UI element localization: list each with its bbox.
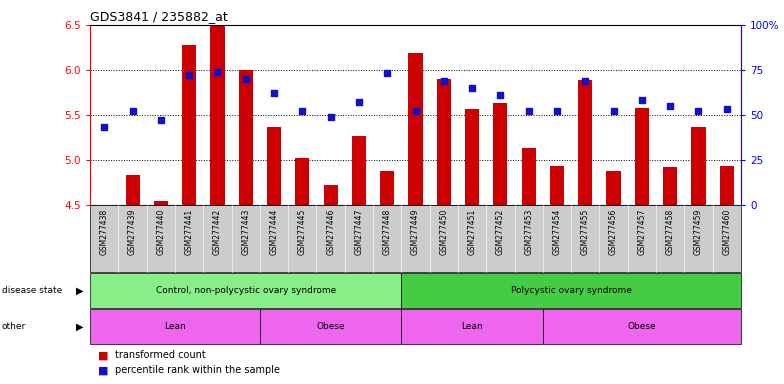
Point: [692, 108, 705, 114]
Point: [466, 85, 478, 91]
Text: ▶: ▶: [76, 286, 84, 296]
Text: GSM277446: GSM277446: [326, 209, 335, 255]
Point: [664, 103, 677, 109]
Text: Lean: Lean: [461, 322, 483, 331]
Bar: [210, 25, 224, 205]
Bar: [493, 103, 507, 205]
Text: GSM277445: GSM277445: [298, 209, 307, 255]
Text: GSM277458: GSM277458: [666, 209, 675, 255]
Bar: [635, 109, 649, 205]
Point: [183, 72, 195, 78]
Text: transformed count: transformed count: [115, 350, 206, 360]
Point: [211, 68, 223, 74]
Point: [608, 108, 620, 114]
Text: Control, non-polycystic ovary syndrome: Control, non-polycystic ovary syndrome: [156, 286, 336, 295]
Bar: [352, 136, 366, 205]
Point: [98, 124, 111, 131]
Text: ■: ■: [98, 366, 108, 376]
Point: [239, 76, 252, 82]
Text: GSM277450: GSM277450: [439, 209, 448, 255]
Text: GSM277447: GSM277447: [354, 209, 364, 255]
Text: GSM277457: GSM277457: [637, 209, 646, 255]
Point: [325, 114, 337, 120]
Text: GSM277449: GSM277449: [411, 209, 420, 255]
Bar: [267, 127, 281, 205]
Point: [126, 108, 139, 114]
Text: GSM277439: GSM277439: [128, 209, 137, 255]
Text: GSM277459: GSM277459: [694, 209, 703, 255]
Point: [720, 106, 733, 113]
Text: GSM277448: GSM277448: [383, 209, 392, 255]
Point: [409, 108, 422, 114]
Point: [381, 70, 394, 76]
Bar: [182, 45, 196, 205]
Text: Obese: Obese: [316, 322, 345, 331]
Text: other: other: [2, 322, 26, 331]
Bar: [465, 109, 479, 205]
Text: GSM277452: GSM277452: [496, 209, 505, 255]
Point: [154, 117, 167, 123]
Text: GSM277444: GSM277444: [270, 209, 278, 255]
Text: GSM277441: GSM277441: [185, 209, 194, 255]
Text: ■: ■: [98, 350, 108, 360]
Point: [550, 108, 563, 114]
Text: GSM277460: GSM277460: [722, 209, 731, 255]
Text: GSM277442: GSM277442: [213, 209, 222, 255]
Bar: [550, 166, 564, 205]
Point: [494, 92, 506, 98]
Text: disease state: disease state: [2, 286, 62, 295]
Text: GDS3841 / 235882_at: GDS3841 / 235882_at: [90, 10, 228, 23]
Bar: [408, 53, 423, 205]
Point: [296, 108, 309, 114]
Text: GSM277455: GSM277455: [581, 209, 590, 255]
Bar: [154, 200, 168, 205]
Text: GSM277440: GSM277440: [156, 209, 165, 255]
Text: GSM277453: GSM277453: [524, 209, 533, 255]
Bar: [125, 175, 140, 205]
Point: [437, 78, 450, 84]
Text: GSM277451: GSM277451: [467, 209, 477, 255]
Bar: [663, 167, 677, 205]
Bar: [578, 79, 593, 205]
Bar: [324, 185, 338, 205]
Bar: [380, 171, 394, 205]
Point: [353, 99, 365, 105]
Point: [579, 78, 592, 84]
Point: [636, 97, 648, 103]
Text: GSM277443: GSM277443: [241, 209, 250, 255]
Bar: [720, 166, 734, 205]
Bar: [691, 127, 706, 205]
Text: GSM277454: GSM277454: [553, 209, 561, 255]
Bar: [607, 171, 621, 205]
Text: Polycystic ovary syndrome: Polycystic ovary syndrome: [510, 286, 632, 295]
Text: Lean: Lean: [164, 322, 186, 331]
Text: Obese: Obese: [627, 322, 656, 331]
Bar: [437, 79, 451, 205]
Text: GSM277438: GSM277438: [100, 209, 109, 255]
Bar: [296, 158, 310, 205]
Text: percentile rank within the sample: percentile rank within the sample: [115, 366, 280, 376]
Point: [522, 108, 535, 114]
Point: [268, 90, 281, 96]
Text: GSM277456: GSM277456: [609, 209, 618, 255]
Text: ▶: ▶: [76, 321, 84, 331]
Bar: [521, 148, 535, 205]
Bar: [238, 70, 252, 205]
